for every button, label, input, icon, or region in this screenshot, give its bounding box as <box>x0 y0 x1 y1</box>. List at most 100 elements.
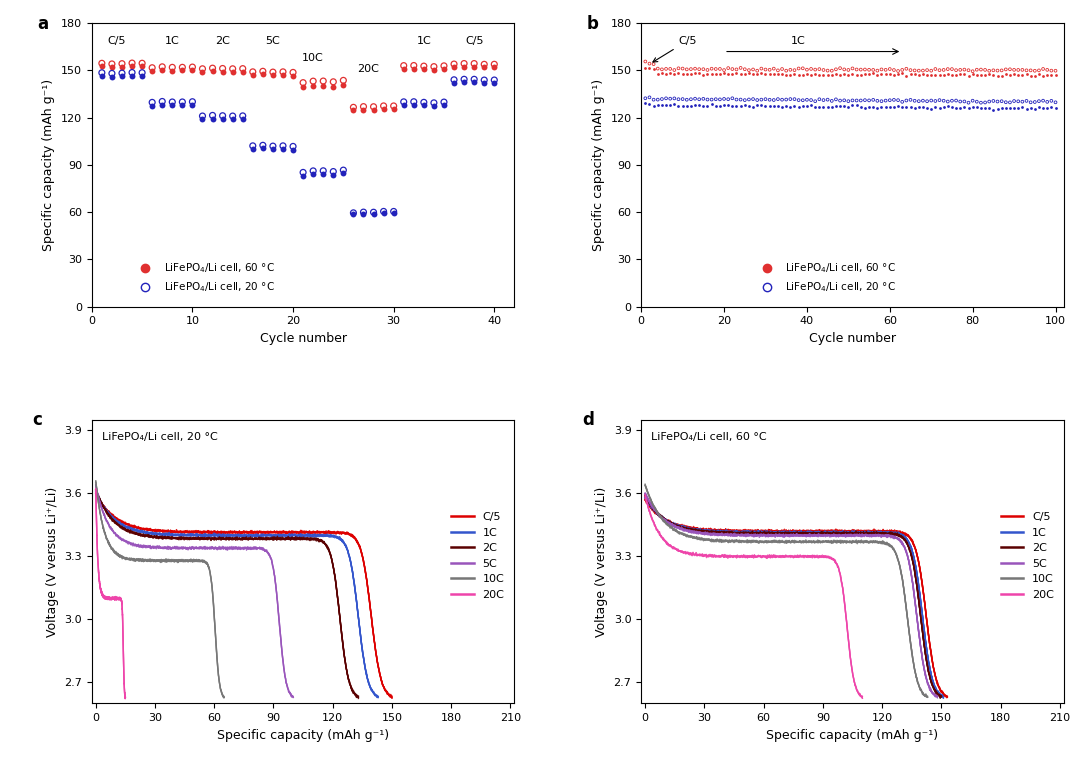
Point <box>295 81 312 94</box>
Point <box>960 101 977 114</box>
Point <box>761 68 779 80</box>
Point <box>843 94 861 107</box>
Point <box>922 69 940 81</box>
Point <box>897 94 915 107</box>
Text: C/5: C/5 <box>653 36 697 62</box>
Point <box>868 70 886 82</box>
Point <box>365 208 382 220</box>
Point <box>732 62 750 74</box>
Point <box>852 63 869 76</box>
Point <box>761 100 779 112</box>
Point <box>665 92 683 104</box>
Point <box>335 79 352 91</box>
Point <box>940 63 957 75</box>
Point <box>254 65 271 77</box>
Point <box>794 94 811 107</box>
Point <box>662 99 679 111</box>
Point <box>658 63 675 75</box>
Point <box>365 206 382 219</box>
Point <box>769 93 786 105</box>
Point <box>753 67 770 80</box>
Point <box>475 61 492 73</box>
Point <box>789 101 807 114</box>
Point <box>906 94 923 107</box>
Point <box>848 63 865 76</box>
Point <box>204 62 221 74</box>
Point <box>645 94 662 106</box>
Point <box>244 140 261 152</box>
Legend: LiFePO$_4$/Li cell, 60 °C, LiFePO$_4$/Li cell, 20 °C: LiFePO$_4$/Li cell, 60 °C, LiFePO$_4$/Li… <box>131 257 279 298</box>
Point <box>814 100 832 113</box>
Point <box>204 65 221 77</box>
Point <box>732 100 750 113</box>
Point <box>827 68 845 80</box>
Point <box>415 99 432 111</box>
Point <box>935 63 953 76</box>
Point <box>1014 101 1031 114</box>
Point <box>375 206 392 218</box>
Point <box>814 64 832 77</box>
Point <box>931 68 948 80</box>
Point <box>1047 69 1064 81</box>
Point <box>1047 101 1064 114</box>
Point <box>1022 102 1039 114</box>
Point <box>798 94 815 106</box>
Point <box>445 77 462 89</box>
Point <box>918 69 935 81</box>
Point <box>153 60 171 73</box>
Y-axis label: Voltage (V versus Li⁺/Li): Voltage (V versus Li⁺/Li) <box>595 486 608 637</box>
Point <box>214 113 231 125</box>
Point <box>757 100 774 112</box>
Point <box>335 164 352 176</box>
Point <box>690 93 707 105</box>
Point <box>113 70 131 83</box>
Point <box>811 93 828 105</box>
Point <box>728 100 745 112</box>
Point <box>861 100 878 113</box>
Point <box>719 62 737 74</box>
Point <box>687 98 704 111</box>
Point <box>902 94 919 106</box>
Point <box>712 94 729 106</box>
Point <box>989 103 1007 115</box>
Point <box>274 66 292 78</box>
Point <box>153 95 171 107</box>
Point <box>897 70 915 82</box>
Point <box>93 70 110 82</box>
Point <box>1010 95 1027 107</box>
Legend: C/5, 1C, 2C, 5C, 10C, 20C: C/5, 1C, 2C, 5C, 10C, 20C <box>447 508 509 604</box>
Point <box>943 69 960 81</box>
Point <box>1042 64 1059 77</box>
Point <box>456 73 473 86</box>
Point <box>395 63 413 75</box>
Point <box>355 207 373 220</box>
Point <box>1047 96 1064 108</box>
Point <box>405 60 422 72</box>
Point <box>662 93 679 105</box>
Point <box>840 63 858 76</box>
Point <box>254 142 271 155</box>
Point <box>1001 69 1018 81</box>
Point <box>1005 63 1023 76</box>
Point <box>782 69 799 81</box>
Point <box>345 101 362 114</box>
Point <box>345 104 362 117</box>
Point <box>1035 70 1052 83</box>
Point <box>475 74 492 87</box>
Point <box>123 57 140 70</box>
Point <box>670 93 687 105</box>
Point <box>93 57 110 70</box>
Point <box>144 65 161 77</box>
Point <box>964 94 982 107</box>
Point <box>877 100 894 113</box>
Point <box>1035 102 1052 114</box>
Point <box>968 63 985 76</box>
Point <box>640 98 658 111</box>
Point <box>144 100 161 112</box>
Point <box>940 95 957 107</box>
Point <box>789 94 807 107</box>
Point <box>699 64 716 77</box>
Point <box>814 94 832 106</box>
Point <box>807 68 824 80</box>
Point <box>918 64 935 77</box>
